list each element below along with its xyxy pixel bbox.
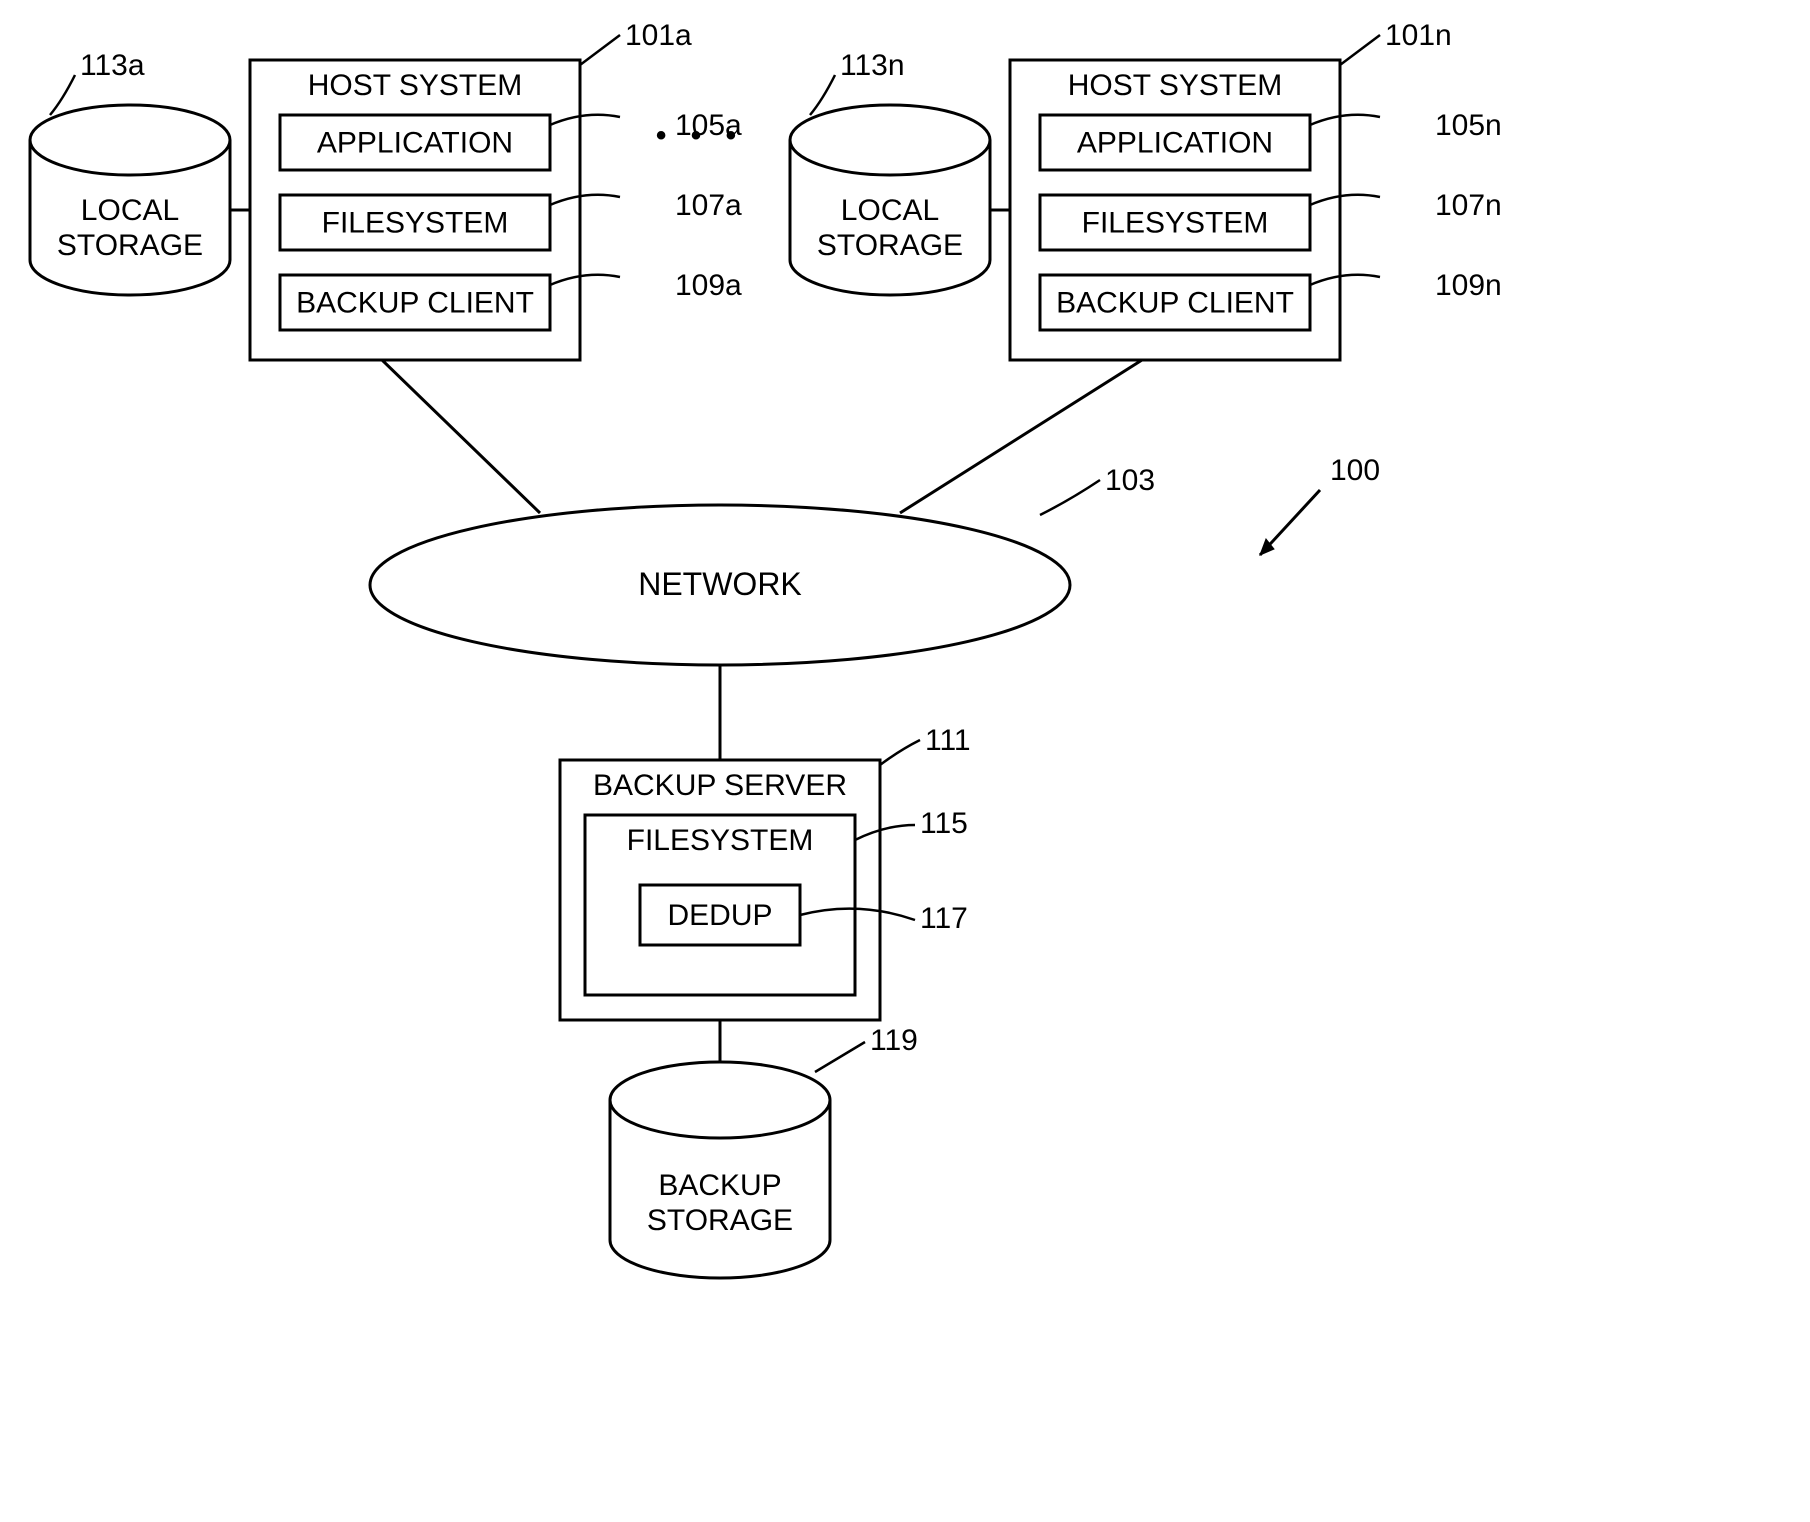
host-title: HOST SYSTEM: [1068, 69, 1282, 102]
storage-label: STORAGE: [57, 229, 203, 262]
ref-label: 115: [920, 807, 968, 840]
storage-label: STORAGE: [817, 229, 963, 262]
leader-line: [1040, 480, 1100, 515]
ref-label: 107a: [675, 189, 742, 222]
leader-line: [800, 909, 915, 920]
backup-server-title: BACKUP SERVER: [593, 769, 847, 802]
ref-label: 119: [870, 1024, 918, 1057]
storage-label: LOCAL: [841, 194, 939, 227]
host-item-label: FILESYSTEM: [1082, 207, 1269, 240]
leader-line: [550, 115, 620, 125]
leader-line: [580, 35, 620, 65]
host-item-label: FILESYSTEM: [322, 207, 509, 240]
backup-server: BACKUP SERVER 111 FILESYSTEM 115 DEDUP 117: [560, 724, 971, 1020]
ref-label: 101a: [625, 19, 692, 52]
ref-label: 109a: [675, 269, 742, 302]
network-label: NETWORK: [638, 566, 802, 602]
host-item-label: BACKUP CLIENT: [1056, 287, 1294, 320]
leader-line: [1340, 35, 1380, 65]
ref-label: 100: [1330, 454, 1380, 487]
host-title: HOST SYSTEM: [308, 69, 522, 102]
ref-label: 113a: [80, 49, 145, 82]
ref-label: 113n: [840, 49, 905, 82]
leader-line: [1310, 115, 1380, 125]
leader-line: [815, 1042, 865, 1072]
host-system-n: HOST SYSTEM APPLICATION 105n FILESYSTEM 107n…: [790, 19, 1500, 360]
leader-line: [550, 275, 620, 285]
ref-label: 117: [920, 902, 968, 935]
ref-label: 101n: [1385, 19, 1452, 52]
host-item-label: APPLICATION: [317, 127, 513, 160]
leader-line: [880, 740, 920, 765]
leader-line: [1310, 275, 1380, 285]
host-item-label: APPLICATION: [1077, 127, 1273, 160]
ref-label: 103: [1105, 464, 1155, 497]
ref-label: 109n: [1435, 269, 1500, 302]
storage-label: LOCAL: [81, 194, 179, 227]
leader-line: [550, 195, 620, 205]
system-architecture-diagram: HOST SYSTEMAPPLICATION105aFILESYSTEM107a…: [0, 0, 1500, 1350]
leader-line: [855, 825, 915, 840]
leader-line: [50, 75, 75, 115]
leader-line: [1310, 195, 1380, 205]
host-system-a: HOST SYSTEMAPPLICATION105aFILESYSTEM107a…: [30, 19, 742, 360]
ref-label: 107n: [1435, 189, 1500, 222]
dedup-label: DEDUP: [667, 899, 772, 932]
filesystem-label: FILESYSTEM: [627, 824, 814, 857]
ellipsis: • • •: [656, 119, 744, 152]
host-item-label: BACKUP CLIENT: [296, 287, 534, 320]
leader-line: [810, 75, 835, 115]
ref-label: 111: [925, 724, 971, 757]
ref-label: 105n: [1435, 109, 1500, 142]
backup-storage-label: STORAGE: [647, 1204, 793, 1237]
backup-storage-label: BACKUP: [658, 1169, 781, 1202]
